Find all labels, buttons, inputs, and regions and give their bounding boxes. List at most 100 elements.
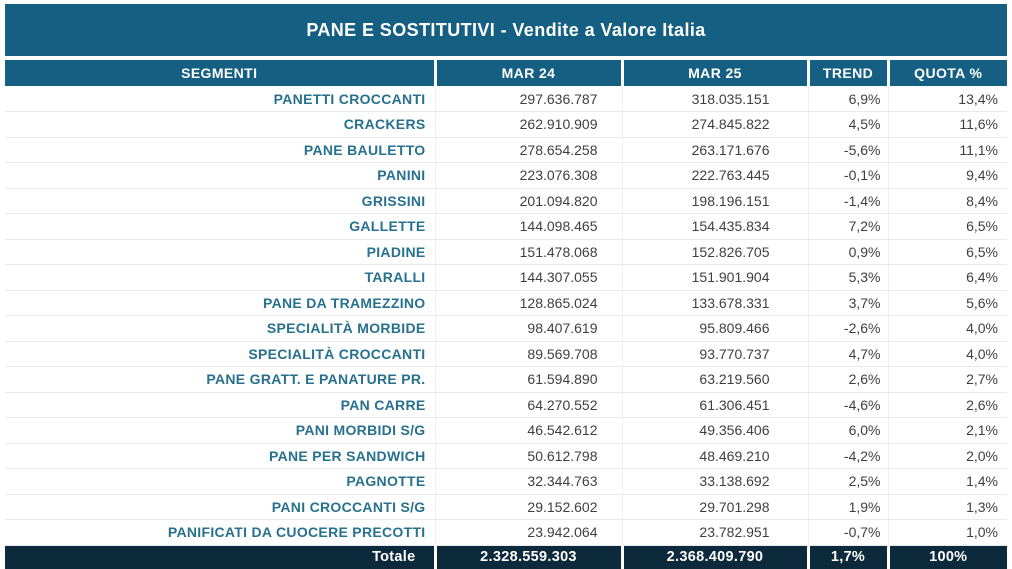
trend-value: 3,7% (807, 290, 888, 316)
table-row: PANI CROCCANTI S/G 29.152.602 29.701.298… (5, 494, 1007, 520)
trend-value: 2,6% (807, 366, 888, 393)
mar25-value: 49.356.406 (621, 417, 808, 444)
table-row: PANIFICATI DA CUOCERE PRECOTTI 23.942.06… (5, 519, 1007, 546)
trend-value: -4,6% (807, 392, 888, 418)
col-header-segmenti: SEGMENTI (5, 60, 435, 86)
total-row: Totale 2.328.559.303 2.368.409.790 1,7% … (5, 545, 1007, 569)
trend-value: 4,5% (807, 111, 888, 138)
segment-name: PANI MORBIDI S/G (5, 417, 435, 444)
mar25-value: 198.196.151 (621, 188, 808, 214)
mar24-value: 64.270.552 (434, 392, 622, 418)
segment-name: GRISSINI (5, 188, 435, 214)
quota-value: 2,6% (887, 392, 1007, 418)
segment-name: PANI CROCCANTI S/G (5, 494, 435, 520)
table-row: PAN CARRE 64.270.552 61.306.451 -4,6% 2,… (5, 392, 1007, 418)
mar24-value: 144.307.055 (434, 264, 622, 291)
trend-value: -0,7% (807, 519, 888, 546)
segment-name: PANE DA TRAMEZZINO (5, 290, 435, 316)
mar25-value: 29.701.298 (621, 494, 808, 520)
sales-table: SEGMENTI MAR 24 MAR 25 TREND QUOTA % PAN… (5, 60, 1007, 569)
trend-value: -2,6% (807, 315, 888, 342)
trend-value: -1,4% (807, 188, 888, 214)
col-header-mar24: MAR 24 (433, 60, 622, 86)
table-row: GALLETTE 144.098.465 154.435.834 7,2% 6,… (5, 213, 1007, 240)
table-row: PANE GRATT. E PANATURE PR. 61.594.890 63… (5, 366, 1007, 393)
segment-name: PANE GRATT. E PANATURE PR. (5, 366, 435, 393)
mar25-value: 93.770.737 (621, 341, 808, 367)
mar24-value: 29.152.602 (434, 494, 622, 520)
quota-value: 9,4% (887, 162, 1007, 189)
trend-value: -5,6% (807, 137, 888, 163)
quota-value: 13,4% (887, 86, 1007, 112)
col-header-mar25: MAR 25 (620, 60, 808, 86)
quota-value: 4,0% (887, 315, 1007, 342)
mar25-value: 263.171.676 (621, 137, 808, 163)
trend-value: 6,0% (807, 417, 888, 444)
mar24-value: 262.910.909 (434, 111, 622, 138)
mar25-value: 154.435.834 (621, 213, 808, 240)
mar24-value: 128.865.024 (434, 290, 622, 316)
table-row: PANETTI CROCCANTI 297.636.787 318.035.15… (5, 86, 1007, 112)
quota-value: 1,3% (887, 494, 1007, 520)
mar24-value: 223.076.308 (434, 162, 622, 189)
quota-value: 2,7% (887, 366, 1007, 393)
trend-value: 2,5% (807, 468, 888, 495)
mar25-value: 95.809.466 (621, 315, 808, 342)
mar24-value: 144.098.465 (434, 213, 622, 240)
segment-name: GALLETTE (5, 213, 435, 240)
trend-value: -0,1% (807, 162, 888, 189)
mar25-value: 33.138.692 (621, 468, 808, 495)
mar25-value: 274.845.822 (621, 111, 808, 138)
total-mar25-value: 2.368.409.790 (620, 545, 808, 569)
mar24-value: 297.636.787 (434, 86, 622, 112)
mar25-value: 61.306.451 (621, 392, 808, 418)
col-header-quota: QUOTA % (886, 60, 1007, 86)
trend-value: 7,2% (807, 213, 888, 240)
header-row: SEGMENTI MAR 24 MAR 25 TREND QUOTA % (5, 60, 1007, 86)
total-trend-value: 1,7% (806, 545, 888, 569)
mar25-value: 63.219.560 (621, 366, 808, 393)
mar24-value: 89.569.708 (434, 341, 622, 367)
segment-name: SPECIALITÀ MORBIDE (5, 315, 435, 342)
table-row: PIADINE 151.478.068 152.826.705 0,9% 6,5… (5, 239, 1007, 265)
mar24-value: 98.407.619 (434, 315, 622, 342)
segment-name: PANINI (5, 162, 435, 189)
mar25-value: 318.035.151 (621, 86, 808, 112)
trend-value: 0,9% (807, 239, 888, 265)
table-header: SEGMENTI MAR 24 MAR 25 TREND QUOTA % (5, 60, 1007, 86)
trend-value: 6,9% (807, 86, 888, 112)
total-quota-value: 100% (886, 545, 1007, 569)
quota-value: 2,0% (887, 443, 1007, 469)
segment-name: PIADINE (5, 239, 435, 265)
trend-value: 4,7% (807, 341, 888, 367)
mar25-value: 133.678.331 (621, 290, 808, 316)
segment-name: PAGNOTTE (5, 468, 435, 495)
total-label: Totale (5, 545, 435, 569)
trend-value: 1,9% (807, 494, 888, 520)
segment-name: PANE BAULETTO (5, 137, 435, 163)
mar24-value: 32.344.763 (434, 468, 622, 495)
quota-value: 6,5% (887, 213, 1007, 240)
mar24-value: 46.542.612 (434, 417, 622, 444)
table-row: PANE DA TRAMEZZINO 128.865.024 133.678.3… (5, 290, 1007, 316)
segment-name: TARALLI (5, 264, 435, 291)
col-header-trend: TREND (806, 60, 888, 86)
segment-name: CRACKERS (5, 111, 435, 138)
mar25-value: 152.826.705 (621, 239, 808, 265)
segment-name: PAN CARRE (5, 392, 435, 418)
trend-value: -4,2% (807, 443, 888, 469)
quota-value: 11,1% (887, 137, 1007, 163)
mar25-value: 48.469.210 (621, 443, 808, 469)
mar25-value: 151.901.904 (621, 264, 808, 291)
segment-name: PANE PER SANDWICH (5, 443, 435, 469)
segment-name: PANIFICATI DA CUOCERE PRECOTTI (5, 519, 435, 546)
quota-value: 11,6% (887, 111, 1007, 138)
mar24-value: 50.612.798 (434, 443, 622, 469)
title-bar: PANE E SOSTITUTIVI - Vendite a Valore It… (5, 4, 1007, 56)
table-row: PANI MORBIDI S/G 46.542.612 49.356.406 6… (5, 417, 1007, 444)
sales-table-container: SEGMENTI MAR 24 MAR 25 TREND QUOTA % PAN… (5, 60, 1007, 569)
segment-name: SPECIALITÀ CROCCANTI (5, 341, 435, 367)
quota-value: 1,0% (887, 519, 1007, 546)
table-row: PANE PER SANDWICH 50.612.798 48.469.210 … (5, 443, 1007, 469)
table-row: GRISSINI 201.094.820 198.196.151 -1,4% 8… (5, 188, 1007, 214)
